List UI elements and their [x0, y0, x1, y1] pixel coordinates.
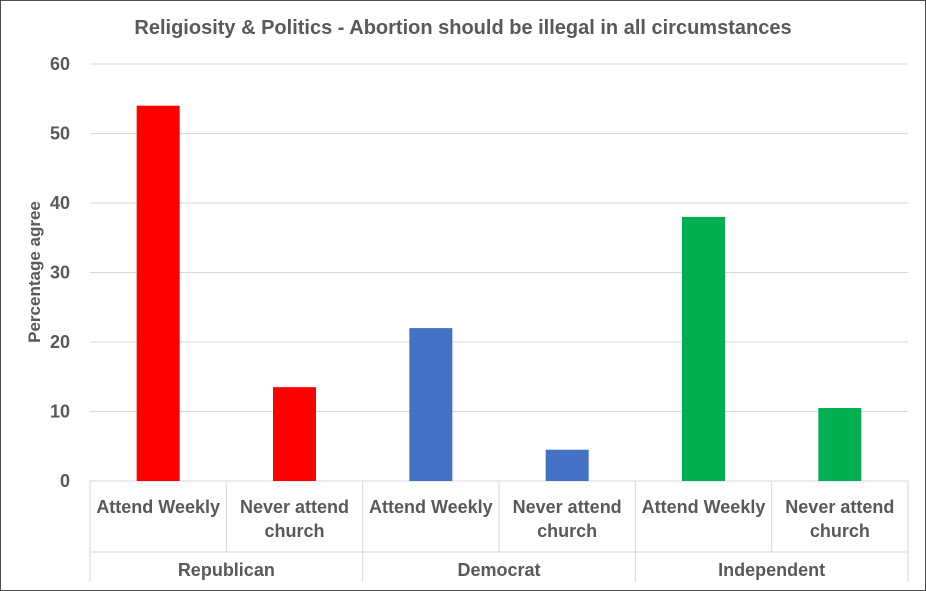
bar [136, 105, 180, 481]
x-axis: Attend Weekly Never attend church Republica… [89, 481, 909, 582]
y-tick-label: 0 [60, 471, 70, 491]
bars [136, 105, 862, 481]
x-tick-label: Never attend [240, 497, 349, 517]
x-tick-label: Attend Weekly [369, 497, 493, 517]
group-label: Democrat [457, 560, 540, 580]
x-tick-label: church [810, 521, 870, 541]
group-label: Republican [178, 560, 275, 580]
x-tick-label: Never attend [785, 497, 894, 517]
bar [818, 408, 862, 481]
x-tick-label: Never attend [513, 497, 622, 517]
y-tick-label: 20 [50, 332, 70, 352]
bar [273, 387, 316, 481]
bar [409, 328, 453, 481]
y-tick-label: 30 [50, 263, 70, 283]
x-tick-label: church [537, 521, 597, 541]
y-tick-label: 60 [50, 54, 70, 74]
y-tick-label: 50 [50, 124, 70, 144]
x-tick-label: church [264, 521, 324, 541]
y-axis-ticks: 0 10 20 30 40 50 60 [50, 54, 70, 491]
x-tick-label: Attend Weekly [642, 497, 766, 517]
y-tick-label: 10 [50, 402, 70, 422]
group-label: Independent [718, 560, 825, 580]
x-tick-label: Attend Weekly [96, 497, 220, 517]
bar [545, 449, 589, 481]
chart-title: Religiosity & Politics - Abortion should… [134, 17, 791, 39]
gridlines [90, 63, 908, 482]
y-tick-label: 40 [50, 193, 70, 213]
y-axis-label: Percentage agree [25, 201, 44, 343]
bar [682, 216, 725, 481]
